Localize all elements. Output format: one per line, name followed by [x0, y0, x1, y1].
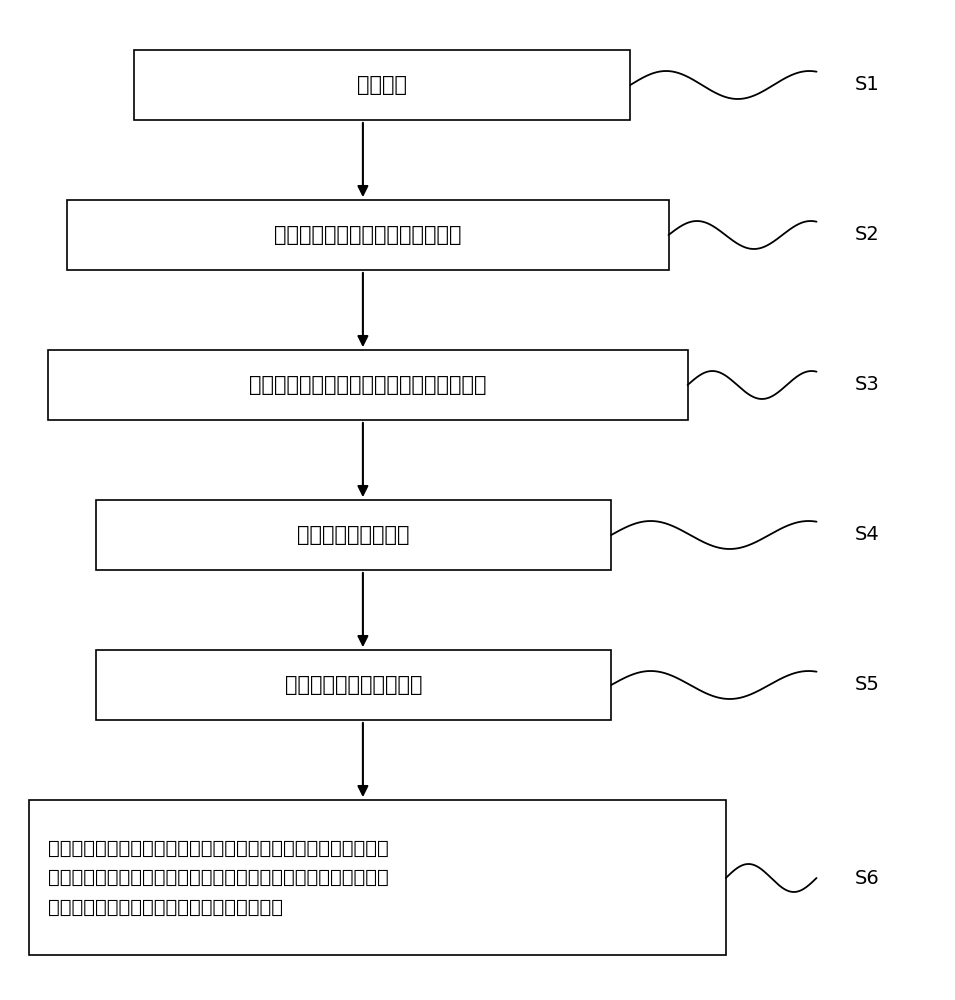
Text: 将控制器的输出量施加到负载敏感比例阀上，调节阀口开度，可以
调节液压油缸的压力与活塞杆位移，由活塞的受力方程可以得到一
个输出量推进力作为水井钻机的轴向推进力。: 将控制器的输出量施加到负载敏感比例阀上，调节阀口开度，可以 调节液压油缸的压力与… [48, 838, 389, 916]
Text: S6: S6 [855, 868, 880, 888]
Text: 设计无模型自适应控制器: 设计无模型自适应控制器 [285, 675, 422, 695]
Text: 进行紧格式动态线性化处理，获得数据模型: 进行紧格式动态线性化处理，获得数据模型 [249, 375, 486, 395]
Text: S1: S1 [855, 76, 880, 95]
Text: S3: S3 [855, 375, 880, 394]
FancyBboxPatch shape [96, 650, 611, 720]
Text: 计算伪偏导数估计律: 计算伪偏导数估计律 [297, 525, 410, 545]
FancyBboxPatch shape [67, 200, 668, 270]
Text: S5: S5 [855, 676, 880, 694]
FancyBboxPatch shape [48, 350, 688, 420]
Text: S2: S2 [855, 226, 880, 244]
FancyBboxPatch shape [96, 500, 611, 570]
Text: 信号采集: 信号采集 [357, 75, 407, 95]
FancyBboxPatch shape [134, 50, 630, 120]
Text: 建立水井钻机推进系统动力学方程: 建立水井钻机推进系统动力学方程 [274, 225, 461, 245]
FancyBboxPatch shape [29, 800, 726, 955]
Text: S4: S4 [855, 526, 880, 544]
